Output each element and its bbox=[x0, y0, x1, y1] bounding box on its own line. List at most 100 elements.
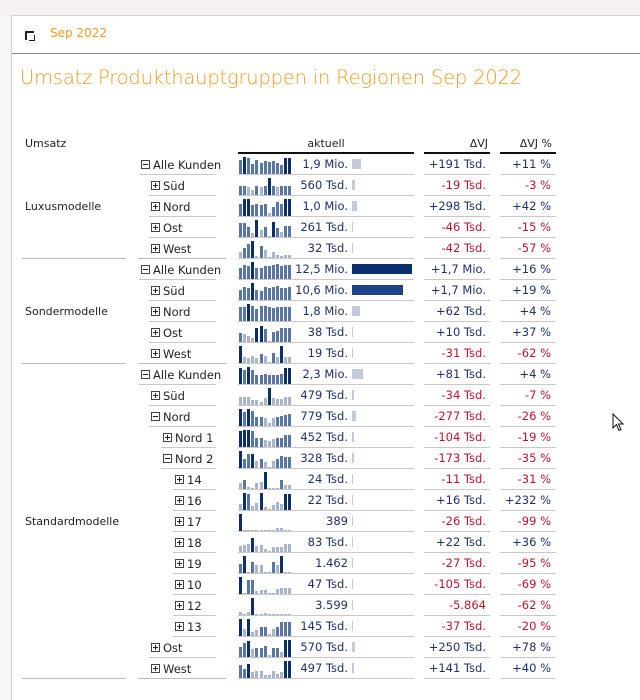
tree-row-label[interactable]: Alle Kunden bbox=[141, 154, 221, 175]
sparkline-bar bbox=[280, 547, 283, 552]
sparkline-bar bbox=[239, 252, 242, 258]
expand-icon[interactable] bbox=[151, 223, 160, 232]
sparkline-bar bbox=[255, 648, 259, 657]
page-title: Umsatz Produkthauptgruppen in Regionen S… bbox=[20, 66, 522, 89]
expand-icon[interactable] bbox=[175, 580, 184, 589]
row-label-text: Nord bbox=[163, 199, 191, 214]
tree-row-label[interactable]: 10 bbox=[175, 574, 202, 595]
sparkline-bar bbox=[247, 454, 251, 468]
tree-row-label[interactable]: Nord bbox=[151, 301, 190, 322]
tree-row-label[interactable]: Süd bbox=[151, 280, 185, 301]
tree-row-label[interactable]: 19 bbox=[175, 553, 202, 574]
sparkline-bar bbox=[263, 418, 267, 426]
sparkline-bar bbox=[275, 589, 279, 594]
expand-icon[interactable] bbox=[175, 559, 184, 568]
row-label-text: Nord bbox=[163, 409, 191, 424]
sparkline-bar bbox=[263, 549, 267, 552]
tree-row-label[interactable]: 18 bbox=[175, 532, 202, 553]
sparkline bbox=[239, 218, 293, 237]
sparkline-bar bbox=[267, 307, 271, 321]
tree-row-label[interactable]: Alle Kunden bbox=[141, 259, 221, 280]
sparkline-bar bbox=[247, 530, 251, 531]
period-selector[interactable]: Sep 2022 bbox=[50, 26, 107, 40]
sparkline-bar bbox=[247, 199, 251, 216]
tree-row-label[interactable]: Ost bbox=[151, 322, 183, 343]
tree-row-label[interactable]: Alle Kunden bbox=[141, 364, 221, 385]
sparkline-bar bbox=[259, 671, 263, 678]
tree-row-label[interactable]: Ost bbox=[151, 637, 183, 658]
value-delta-vj: +250 Tsd. bbox=[428, 640, 486, 654]
tree-row-label[interactable]: Süd bbox=[151, 385, 185, 406]
sparkline-bar bbox=[284, 544, 288, 552]
row-divider bbox=[500, 615, 556, 616]
expand-icon[interactable] bbox=[151, 244, 160, 253]
expand-icon[interactable] bbox=[151, 349, 160, 358]
collapse-icon[interactable] bbox=[141, 370, 150, 379]
row-label-text: West bbox=[163, 241, 192, 256]
tree-row-label[interactable]: 17 bbox=[175, 511, 202, 532]
value-aktuell: 570 Tsd. bbox=[300, 640, 348, 654]
expand-icon[interactable] bbox=[151, 328, 160, 337]
value-aktuell: 22 Tsd. bbox=[307, 493, 348, 507]
expand-icon[interactable] bbox=[151, 664, 160, 673]
tree-row-label[interactable]: 16 bbox=[175, 490, 202, 511]
collapse-icon[interactable] bbox=[151, 412, 160, 421]
tree-row-label[interactable]: Nord bbox=[151, 406, 190, 427]
row-divider bbox=[238, 531, 414, 532]
sparkline-bar bbox=[271, 648, 275, 657]
sparkline-bar bbox=[259, 291, 263, 300]
expand-icon[interactable] bbox=[151, 307, 160, 316]
expand-icon[interactable] bbox=[151, 286, 160, 295]
tree-row-label[interactable]: West bbox=[151, 238, 191, 259]
expand-icon[interactable] bbox=[175, 622, 184, 631]
sparkline-bar bbox=[288, 435, 292, 447]
value-aktuell: 479 Tsd. bbox=[300, 388, 348, 402]
tree-row-label[interactable]: Nord 1 bbox=[163, 427, 213, 448]
sparkline-bar bbox=[243, 643, 247, 657]
tree-row-label[interactable]: West bbox=[151, 658, 191, 679]
sparkline-bar bbox=[267, 288, 271, 300]
row-label-text: Nord 1 bbox=[175, 430, 214, 445]
expand-icon[interactable] bbox=[175, 517, 184, 526]
expand-icon[interactable] bbox=[151, 202, 160, 211]
tree-row-label[interactable]: 13 bbox=[175, 616, 202, 637]
value-delta-vj-percent: -62 % bbox=[517, 346, 551, 360]
tree-row-label[interactable]: 12 bbox=[175, 595, 202, 616]
row-label-text: Ost bbox=[163, 220, 183, 235]
tree-row-label[interactable]: Ost bbox=[151, 217, 183, 238]
sparkline-bar bbox=[271, 222, 275, 237]
expand-icon[interactable] bbox=[151, 391, 160, 400]
tree-row-label[interactable]: Nord bbox=[151, 196, 190, 217]
sparkline-bar bbox=[251, 431, 255, 447]
collapse-icon[interactable] bbox=[141, 265, 150, 274]
expand-icon[interactable] bbox=[175, 496, 184, 505]
sparkline-bar bbox=[288, 614, 292, 615]
sparkline-bar bbox=[243, 493, 247, 510]
tree-row-label[interactable]: West bbox=[151, 343, 191, 364]
row-divider bbox=[173, 510, 216, 511]
sparkline-bar bbox=[239, 564, 242, 573]
expand-icon[interactable] bbox=[175, 475, 184, 484]
row-divider bbox=[238, 426, 414, 427]
row-divider bbox=[500, 489, 556, 490]
row-divider bbox=[149, 657, 216, 658]
expand-icon[interactable] bbox=[175, 601, 184, 610]
tree-row-label[interactable]: 14 bbox=[175, 469, 202, 490]
row-divider bbox=[500, 258, 556, 259]
value-delta-vj: -34 Tsd. bbox=[441, 388, 486, 402]
collapse-icon[interactable] bbox=[163, 454, 172, 463]
expand-icon[interactable] bbox=[163, 433, 172, 442]
corner-bracket-icon[interactable] bbox=[25, 31, 35, 41]
row-divider bbox=[173, 615, 216, 616]
tree-row-label[interactable]: Nord 2 bbox=[163, 448, 213, 469]
expand-icon[interactable] bbox=[151, 643, 160, 652]
expand-icon[interactable] bbox=[151, 181, 160, 190]
row-divider bbox=[238, 321, 414, 322]
expand-icon[interactable] bbox=[175, 538, 184, 547]
sparkline-bar bbox=[280, 186, 283, 195]
collapse-icon[interactable] bbox=[141, 160, 150, 169]
tree-row-label[interactable]: Süd bbox=[151, 175, 185, 196]
sparkline-bar bbox=[280, 232, 283, 237]
row-label-text: Alle Kunden bbox=[153, 262, 222, 277]
sparkline-bar bbox=[263, 306, 267, 321]
